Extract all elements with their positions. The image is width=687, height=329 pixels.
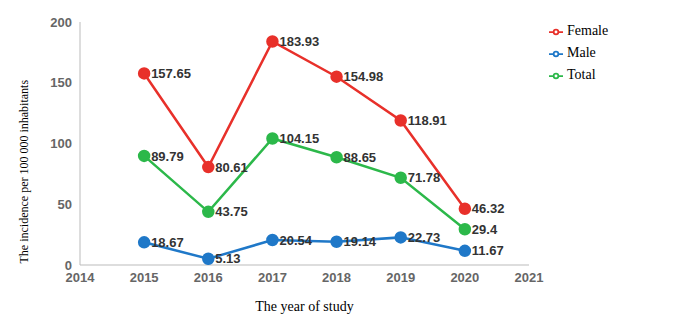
svg-text:19.14: 19.14: [344, 234, 377, 249]
svg-text:50: 50: [58, 197, 72, 212]
svg-text:2016: 2016: [194, 270, 223, 285]
svg-text:80.61: 80.61: [215, 160, 248, 175]
svg-text:11.67: 11.67: [472, 243, 504, 258]
svg-text:20.54: 20.54: [279, 233, 312, 248]
svg-text:2021: 2021: [515, 270, 544, 285]
svg-text:2015: 2015: [130, 270, 159, 285]
svg-text:2019: 2019: [386, 270, 415, 285]
svg-text:2017: 2017: [258, 270, 287, 285]
svg-text:5.13: 5.13: [215, 251, 240, 266]
svg-text:150: 150: [50, 75, 72, 90]
svg-text:200: 200: [50, 15, 72, 30]
svg-text:2014: 2014: [65, 270, 95, 286]
svg-text:89.79: 89.79: [151, 149, 184, 164]
svg-text:0: 0: [65, 258, 72, 273]
svg-text:22.73: 22.73: [408, 230, 441, 245]
svg-text:43.75: 43.75: [215, 204, 248, 219]
svg-text:71.78: 71.78: [408, 170, 441, 185]
svg-text:46.32: 46.32: [472, 201, 505, 216]
html-text:Female: Female: [567, 23, 609, 38]
svg-text:88.65: 88.65: [344, 150, 377, 165]
svg-text:157.65: 157.65: [151, 66, 191, 81]
svg-text:183.93: 183.93: [279, 34, 319, 49]
svg-text:118.91: 118.91: [408, 113, 447, 128]
svg-text:2018: 2018: [322, 270, 351, 285]
html-text:Total: Total: [567, 67, 596, 82]
svg-text:2020: 2020: [450, 270, 479, 285]
svg-text:100: 100: [50, 136, 72, 151]
svg-text:104.15: 104.15: [279, 131, 319, 146]
html-text:Male: Male: [567, 45, 596, 60]
svg-text:The incidence per 100 000 inha: The incidence per 100 000 inhabitants: [17, 80, 31, 264]
svg-text:154.98: 154.98: [344, 69, 384, 84]
svg-text:The year of study: The year of study: [255, 299, 353, 314]
svg-text:29.4: 29.4: [472, 222, 498, 237]
svg-text:18.67: 18.67: [151, 235, 184, 250]
